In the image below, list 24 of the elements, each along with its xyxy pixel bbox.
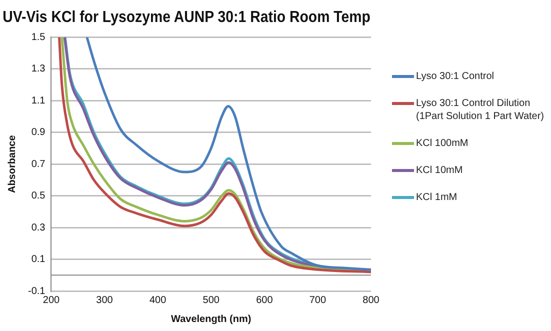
- y-axis-title: Absorbance: [6, 134, 18, 193]
- y-tick-label: 0.5: [31, 190, 46, 202]
- y-tick-label: 0.3: [31, 222, 46, 234]
- y-tick-label: 0.1: [31, 254, 46, 266]
- x-tick-label: 200: [42, 294, 60, 306]
- x-axis-title: Wavelength (nm): [171, 314, 252, 325]
- x-tick-label: 400: [149, 294, 167, 306]
- legend-label: Lyso 30:1 Control: [416, 70, 494, 83]
- y-tick-label: -0.1: [28, 286, 46, 297]
- x-tick-label: 800: [362, 294, 380, 306]
- y-tick-label: 0.7: [31, 158, 46, 170]
- x-tick-label: 300: [96, 294, 114, 306]
- x-tick-label: 500: [202, 294, 220, 306]
- y-tick-label: 0.9: [31, 127, 46, 138]
- legend-label: Lyso 30:1 Control Dilution (1Part Solution 1 Part Water): [416, 97, 546, 123]
- legend-label: KCl 10mM: [416, 164, 463, 177]
- chart-title: UV-Vis KCl for Lysozyme AUNP 30:1 Ratio Room Temp: [2, 8, 370, 26]
- legend-label: KCl 100mM: [416, 137, 468, 150]
- y-tick-label: 1.1: [31, 95, 46, 106]
- legend-label: KCl 1mM: [416, 191, 458, 204]
- y-tick-label: 1.3: [31, 64, 46, 75]
- y-tick-label: 1.5: [31, 32, 46, 43]
- x-tick-label: 700: [309, 294, 326, 306]
- x-tick-label: 600: [256, 294, 274, 306]
